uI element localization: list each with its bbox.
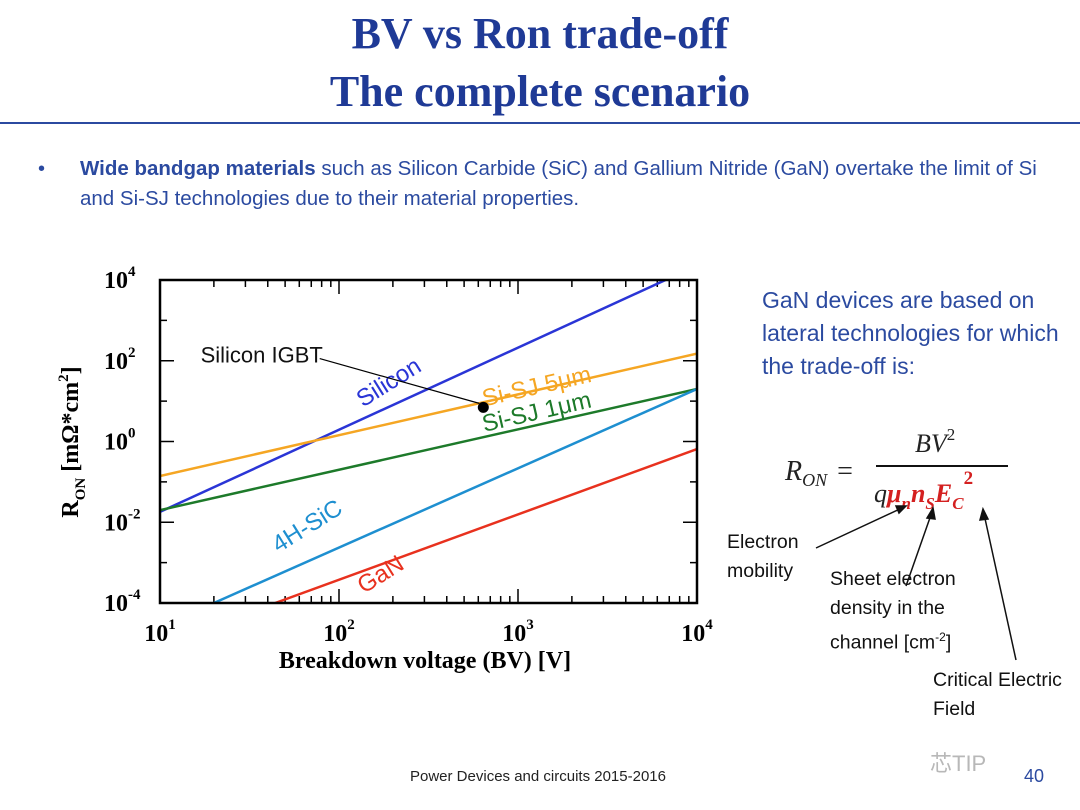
page-number: 40 [1024, 766, 1045, 786]
x-tick-label: 103 [502, 617, 534, 647]
note-sheet-density-end: ] [945, 631, 952, 654]
bullet-bold-text: Wide bandgap materials [80, 157, 316, 180]
note-sheet-density: Sheet electron density in the channel [c… [830, 565, 1000, 658]
formula: RON = BV2 qμnnSEC2 [784, 425, 1008, 513]
formula-numerator: BV2 [915, 425, 955, 458]
plot-frame [158, 278, 699, 605]
y-tick-label: 10-2 [104, 506, 141, 536]
bullet-marker: • [38, 158, 46, 180]
bullet-text: Wide bandgap materials such as Silicon C… [80, 154, 1040, 214]
arrow-field-head [978, 506, 990, 521]
y-label-unit-end: ] [58, 366, 84, 374]
tick-labels: 101 102 103 104 10-4 10-2 100 102 104 [104, 264, 713, 647]
y-label-sub: ON [73, 478, 89, 501]
arrow-density [905, 511, 933, 587]
series-line [274, 447, 697, 603]
series-line [213, 387, 697, 603]
note-sheet-density-exp: -2 [935, 630, 946, 644]
note-electron-mobility: Electron mobility [727, 531, 799, 582]
x-axis-label: Breakdown voltage (BV) [V] [279, 648, 571, 674]
gan-side-text: GaN devices are based on lateral technol… [762, 287, 1059, 379]
slide-title-line1: BV vs Ron trade-off [351, 9, 729, 58]
note-sheet-density-text: Sheet electron density in the channel [c… [830, 568, 956, 654]
annotation-marker [477, 401, 489, 413]
arrow-field [983, 513, 1017, 661]
y-label-unit-exp: 2 [56, 374, 72, 382]
x-tick-label: 101 [144, 617, 176, 647]
y-tick-label: 10-4 [104, 587, 141, 617]
formula-lhs: RON = [784, 456, 853, 490]
arrow-density-head [925, 505, 936, 520]
x-tick-label: 102 [323, 617, 355, 647]
note-critical-field: Critical Electric Field [933, 669, 1062, 720]
y-tick-label: 100 [104, 426, 136, 456]
x-tick-label: 104 [681, 617, 713, 647]
watermark: 芯TIP [930, 751, 987, 776]
annotation-leader [319, 358, 480, 404]
y-tick-label: 102 [104, 345, 136, 375]
series-line [160, 280, 667, 514]
series-line [160, 387, 697, 512]
bullet-rest-text: such as Silicon Carbide (SiC) and Galliu… [80, 157, 1037, 210]
series-label: Silicon [352, 352, 426, 412]
y-label-main: R [58, 500, 84, 518]
axis-ticks [159, 279, 697, 604]
y-axis-label: RON [mΩ*cm2] [56, 366, 89, 517]
annotations: Silicon IGBT [201, 343, 489, 413]
slide-title-line2: The complete scenario [329, 67, 751, 116]
footer-text: Power Devices and circuits 2015-2016 [410, 768, 666, 785]
y-tick-label: 104 [104, 264, 136, 294]
series-line [160, 352, 697, 478]
arrow-mobility [815, 507, 903, 549]
y-label-unit: [mΩ*cm [58, 382, 84, 472]
arrow-mobility-head [894, 505, 908, 515]
series-lines [160, 280, 697, 603]
title-divider [0, 122, 1080, 124]
note-arrows [815, 505, 1017, 661]
annotation-label: Silicon IGBT [201, 343, 323, 368]
formula-denominator: qμnnSEC2 [874, 468, 973, 513]
